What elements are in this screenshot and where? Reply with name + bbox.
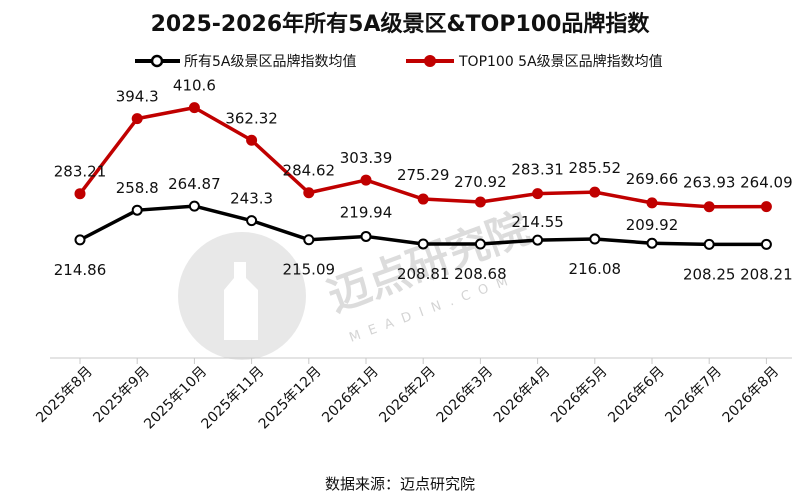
data-point bbox=[474, 196, 486, 208]
data-point bbox=[589, 186, 601, 198]
data-point bbox=[131, 204, 143, 216]
data-point bbox=[703, 201, 715, 213]
data-point bbox=[360, 174, 372, 186]
data-label: 263.93 bbox=[683, 174, 736, 192]
data-point bbox=[532, 188, 544, 200]
legend-item-top100: TOP100 5A级景区品牌指数均值 bbox=[406, 53, 663, 70]
series-top100: 283.21 394.3 410.6 362.32 284.62303.39275.29… bbox=[54, 77, 793, 213]
data-label: 219.94 bbox=[340, 203, 393, 221]
data-point bbox=[646, 237, 658, 249]
x-tick-label: 2026年4月 bbox=[491, 364, 554, 427]
x-tick-label: 2026年8月 bbox=[720, 364, 783, 427]
series-all-5a: 214.86 258.8 264.87 243.3 215.09 219.94 208.81… bbox=[54, 175, 793, 283]
x-tick-label: 2026年3月 bbox=[434, 364, 497, 427]
data-label: 215.09 bbox=[283, 261, 336, 279]
data-label: 284.62 bbox=[283, 162, 336, 180]
data-point bbox=[74, 188, 86, 200]
data-point bbox=[703, 238, 715, 250]
x-tick-label: 2026年6月 bbox=[605, 364, 668, 427]
data-label: 275.29 bbox=[397, 166, 450, 184]
data-label: 264.87 bbox=[168, 175, 221, 193]
data-label: 394.3 bbox=[116, 88, 159, 106]
source-note: 数据来源：迈点研究院 bbox=[325, 475, 475, 493]
x-tick-label: 2026年5月 bbox=[548, 364, 611, 427]
data-label: 216.08 bbox=[569, 260, 622, 278]
watermark-tower-icon bbox=[224, 262, 258, 340]
legend-marker-top100 bbox=[424, 55, 436, 67]
data-label: 208.68 bbox=[454, 265, 507, 283]
data-point bbox=[303, 187, 315, 199]
data-label: 269.66 bbox=[626, 170, 679, 188]
data-point bbox=[760, 238, 772, 250]
data-label: 208.25 bbox=[683, 265, 736, 283]
data-label: 410.6 bbox=[173, 77, 216, 95]
data-point bbox=[417, 238, 429, 250]
legend-marker-all bbox=[150, 54, 164, 68]
data-point bbox=[188, 102, 200, 114]
data-label: 283.31 bbox=[511, 161, 564, 179]
data-label: 214.55 bbox=[511, 213, 564, 231]
data-label: 208.81 bbox=[397, 265, 450, 283]
data-label: 362.32 bbox=[225, 109, 278, 127]
data-label: 270.92 bbox=[454, 173, 507, 191]
x-tick-label: 2026年2月 bbox=[376, 364, 439, 427]
data-point bbox=[188, 200, 200, 212]
x-tick-label: 2025年8月 bbox=[33, 364, 96, 427]
data-label: 264.09 bbox=[740, 174, 793, 192]
data-label: 258.8 bbox=[116, 179, 159, 197]
data-label: 214.86 bbox=[54, 261, 107, 279]
data-label: 208.21 bbox=[740, 265, 793, 283]
data-label: 285.52 bbox=[569, 159, 622, 177]
data-point bbox=[474, 238, 486, 250]
data-point bbox=[760, 201, 772, 213]
data-point bbox=[360, 230, 372, 242]
data-label: 243.3 bbox=[230, 190, 273, 208]
data-point bbox=[646, 197, 658, 209]
x-axis-ticks: 2025年8月2025年9月2025年10月2025年11月2025年12月20… bbox=[33, 358, 782, 432]
legend: 所有5A级景区品牌指数均值 TOP100 5A级景区品牌指数均值 bbox=[135, 53, 663, 70]
legend-label-top100: TOP100 5A级景区品牌指数均值 bbox=[458, 53, 663, 70]
data-point bbox=[532, 234, 544, 246]
data-point bbox=[74, 234, 86, 246]
x-tick-label: 2025年9月 bbox=[90, 364, 153, 427]
data-point bbox=[417, 193, 429, 205]
data-point bbox=[246, 215, 258, 227]
data-point bbox=[246, 134, 258, 146]
data-point bbox=[131, 113, 143, 125]
data-label: 209.92 bbox=[626, 216, 679, 234]
legend-item-all: 所有5A级景区品牌指数均值 bbox=[135, 53, 356, 70]
x-tick-label: 2026年7月 bbox=[662, 364, 725, 427]
data-point bbox=[303, 234, 315, 246]
chart-title: 2025-2026年所有5A级景区&TOP100品牌指数 bbox=[151, 11, 651, 37]
data-point bbox=[589, 233, 601, 245]
data-label: 303.39 bbox=[340, 149, 393, 167]
plot-area: 214.86 258.8 264.87 243.3 215.09 219.94 208.81… bbox=[54, 77, 793, 284]
x-tick-label: 2026年1月 bbox=[319, 364, 382, 427]
legend-label-all: 所有5A级景区品牌指数均值 bbox=[184, 53, 356, 70]
data-label: 283.21 bbox=[54, 163, 107, 181]
